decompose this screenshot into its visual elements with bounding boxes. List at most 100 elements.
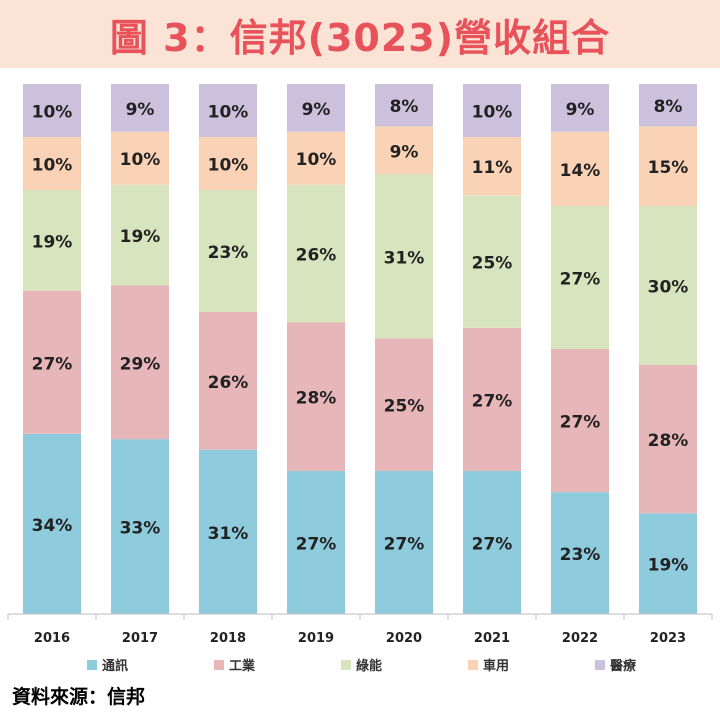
data-label: 25%	[384, 397, 425, 417]
legend-swatch	[595, 660, 605, 670]
x-tick-label: 2017	[122, 631, 158, 646]
data-label: 28%	[648, 431, 689, 451]
data-label: 19%	[120, 227, 161, 247]
data-label: 10%	[32, 103, 73, 123]
data-label: 8%	[390, 97, 419, 117]
data-label: 19%	[648, 556, 689, 576]
data-label: 15%	[648, 158, 689, 178]
data-label: 9%	[566, 100, 595, 120]
bar-segment	[199, 311, 257, 450]
data-label: 10%	[208, 103, 249, 123]
chart-title: 圖 3：信邦(3023)營收組合	[109, 15, 611, 60]
legend-label: 工業	[229, 658, 256, 674]
bar-segment	[199, 84, 257, 137]
data-label: 23%	[208, 243, 249, 263]
legend-label: 通訊	[102, 658, 128, 674]
data-label: 11%	[472, 158, 513, 178]
x-tick-label: 2021	[474, 631, 510, 646]
bar-segment	[199, 137, 257, 190]
bar-segment	[551, 84, 609, 132]
x-tick-label: 2022	[562, 631, 598, 646]
data-label: 30%	[648, 277, 689, 297]
bar-segment	[287, 322, 345, 471]
x-tick-label: 2023	[650, 631, 686, 646]
bar-segment	[23, 137, 81, 190]
legend-swatch	[468, 660, 478, 670]
bar-segment	[111, 184, 169, 286]
data-label: 31%	[384, 248, 425, 268]
bar-segment	[111, 84, 169, 132]
data-label: 34%	[32, 516, 73, 536]
bar-segment	[375, 126, 433, 175]
data-label: 27%	[560, 269, 601, 289]
bar-segment	[23, 433, 81, 614]
bar-segment	[23, 190, 81, 291]
source-note: 資料來源：信邦	[12, 686, 146, 708]
data-label: 23%	[560, 545, 601, 565]
data-label: 8%	[654, 97, 683, 117]
data-label: 27%	[472, 391, 513, 411]
data-label: 10%	[32, 156, 73, 176]
data-label: 14%	[560, 161, 601, 181]
legend-label: 綠能	[356, 658, 382, 674]
legend-label: 醫療	[610, 658, 637, 674]
data-label: 27%	[32, 354, 73, 374]
legend-label: 車用	[483, 658, 509, 674]
legend-swatch	[87, 660, 97, 670]
bar-segment	[463, 327, 521, 471]
bar-segment	[287, 470, 345, 614]
data-label: 31%	[208, 524, 249, 544]
data-label: 19%	[32, 232, 73, 252]
bar-segment	[111, 131, 169, 185]
data-label: 10%	[120, 150, 161, 170]
bar-segment	[551, 492, 609, 614]
bar-segment	[639, 126, 697, 206]
data-label: 9%	[390, 142, 419, 162]
x-tick-label: 2020	[386, 631, 422, 646]
bar-segment	[199, 449, 257, 614]
bar-segment	[639, 364, 697, 514]
data-label: 27%	[560, 413, 601, 433]
bar-segment	[463, 137, 521, 196]
bar-segment	[287, 84, 345, 132]
data-label: 26%	[208, 373, 249, 393]
bar-segment	[111, 439, 169, 614]
bar-segment	[23, 290, 81, 434]
bar-segment	[463, 84, 521, 137]
bar-segment	[111, 285, 169, 440]
x-tick-label: 2016	[34, 631, 70, 646]
bar-segment	[199, 190, 257, 312]
data-label: 10%	[296, 150, 337, 170]
bar-segment	[23, 84, 81, 137]
bar-segment	[463, 195, 521, 328]
bar-segment	[551, 349, 609, 493]
bar-segment	[639, 205, 697, 365]
bar-segment	[375, 338, 433, 471]
x-tick-label: 2018	[210, 631, 246, 646]
data-label: 26%	[296, 246, 337, 266]
data-label: 10%	[472, 103, 513, 123]
bar-segment	[287, 131, 345, 185]
data-label: 25%	[472, 254, 513, 274]
bar-segment	[551, 131, 609, 206]
bar-segment	[463, 470, 521, 614]
data-label: 28%	[296, 389, 337, 409]
bar-segment	[551, 205, 609, 349]
title-bar: 圖 3：信邦(3023)營收組合	[0, 0, 720, 68]
bar-segment	[375, 174, 433, 339]
legend-swatch	[341, 660, 351, 670]
data-label: 27%	[384, 534, 425, 554]
bar-segment	[375, 84, 433, 127]
data-label: 33%	[120, 519, 161, 539]
x-tick-label: 2019	[298, 631, 334, 646]
bar-segment	[639, 84, 697, 127]
bar-segment	[639, 513, 697, 614]
data-label: 27%	[472, 534, 513, 554]
data-label: 29%	[120, 354, 161, 374]
data-label: 27%	[296, 534, 337, 554]
legend-swatch	[214, 660, 224, 670]
bar-segment	[375, 470, 433, 614]
data-label: 10%	[208, 156, 249, 176]
data-label: 9%	[126, 100, 155, 120]
